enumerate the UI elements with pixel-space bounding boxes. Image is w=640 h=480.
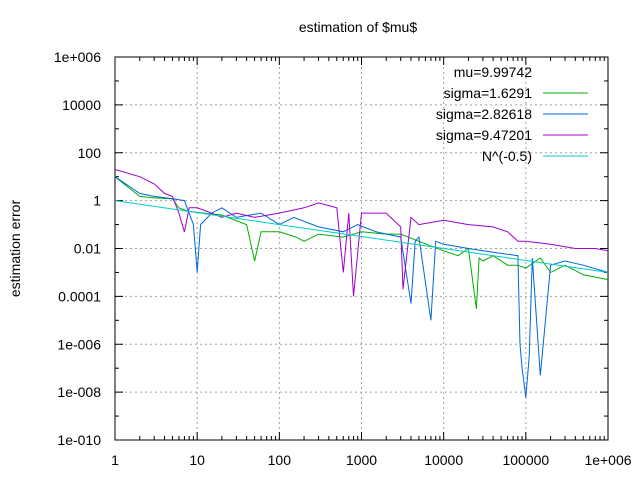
x-tick-label: 100 [268, 452, 292, 468]
legend-label: sigma=9.47201 [436, 127, 532, 143]
y-tick-label: 0.01 [74, 241, 101, 257]
series-lines [114, 169, 609, 398]
x-tick-label: 10000 [424, 452, 463, 468]
chart-title: estimation of $mu$ [299, 19, 417, 35]
series-line [114, 169, 609, 297]
series-line [114, 200, 609, 273]
x-tick-label: 1 [111, 452, 119, 468]
x-tick-label: 1e+006 [584, 452, 631, 468]
y-tick-label: 1e-008 [57, 384, 101, 400]
series-line [114, 176, 609, 398]
y-tick-label: 1e-010 [57, 432, 101, 448]
grid [115, 57, 608, 440]
legend-label: N^(-0.5) [482, 148, 532, 164]
y-axis-title: estimation error [7, 200, 23, 298]
y-tick-label: 100 [78, 145, 102, 161]
x-tick-label: 1000 [346, 452, 377, 468]
legend: mu=9.99742 sigma=1.6291 sigma=2.82618 sigm… [436, 64, 588, 164]
legend-label: sigma=1.6291 [444, 85, 533, 101]
y-tick-label: 1e+006 [54, 49, 101, 65]
x-tick-label: 10 [189, 452, 205, 468]
x-tick-label: 100000 [502, 452, 549, 468]
y-tick-label: 1 [93, 193, 101, 209]
legend-header: mu=9.99742 [454, 64, 532, 80]
y-tick-label: 0.0001 [58, 288, 101, 304]
y-tick-label: 1e-006 [57, 336, 101, 352]
y-tick-label: 10000 [62, 97, 101, 113]
legend-label: sigma=2.82618 [436, 106, 532, 122]
axis-ticks: 1 10 100 1000 10000 100000 1e+006 1e-010 1e-008 1… [54, 49, 632, 468]
